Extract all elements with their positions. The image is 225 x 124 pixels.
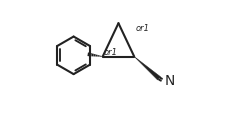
Text: or1: or1 [135,24,149,33]
Polygon shape [134,57,160,80]
Text: N: N [164,74,174,88]
Text: or1: or1 [104,48,117,57]
